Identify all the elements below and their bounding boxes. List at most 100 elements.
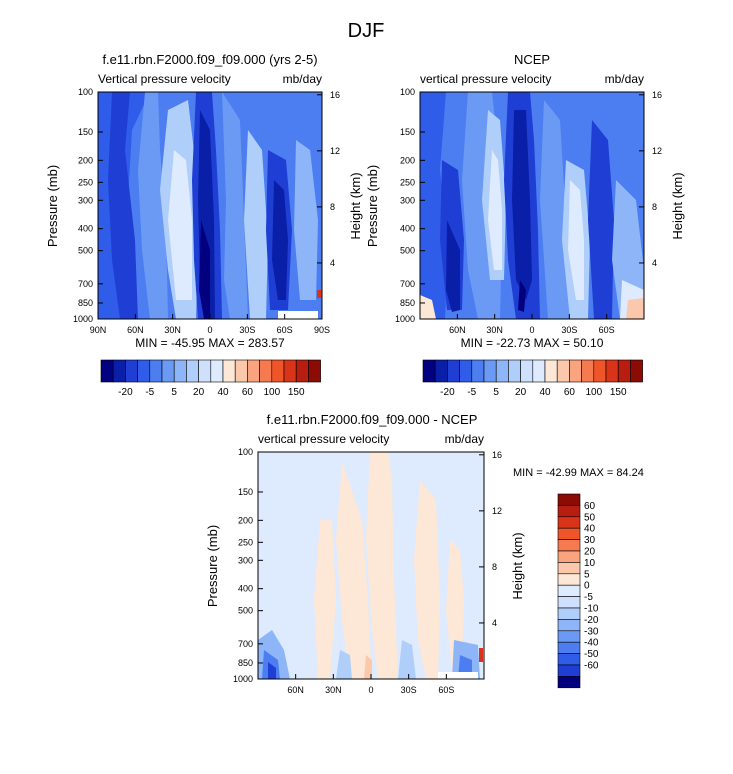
colorbar-swatch <box>605 359 619 383</box>
colorbar-swatch <box>556 359 570 383</box>
colorbar-swatch <box>198 359 212 383</box>
colorbar-swatch <box>557 562 581 575</box>
panel-ncep-ytick-label: 100 <box>400 87 415 97</box>
panel-diff-title: f.e11.rbn.F2000.f09_f09.000 - NCEP <box>267 412 478 427</box>
colorbar-swatch <box>471 359 485 383</box>
panel-model-xtick-label: 60S <box>277 325 293 335</box>
panel-diff-ytick-label: 100 <box>238 447 253 457</box>
colorbar-swatch <box>630 359 643 383</box>
panel-diff-xtick-label: 60S <box>438 685 454 695</box>
panel-diff-ytick-label: 850 <box>238 658 253 668</box>
panel-ncep-xtick-label: 60N <box>449 325 466 335</box>
colorbar-swatch <box>544 359 558 383</box>
colorbar-label: 60 <box>584 501 596 512</box>
panel-model-ytick-label: 100 <box>78 87 93 97</box>
colorbar-swatch <box>520 359 534 383</box>
panel-diff-ytick-right-label: 12 <box>492 506 502 516</box>
colorbar-swatch <box>557 676 581 689</box>
colorbar-swatch <box>295 359 309 383</box>
panel-ncep-xtick-label: 30S <box>561 325 577 335</box>
panel-model-title: f.e11.rbn.F2000.f09_f09.000 (yrs 2-5) <box>102 52 317 67</box>
panel-ncep-ytick-right-label: 8 <box>652 202 657 212</box>
colorbar-swatch <box>447 359 460 383</box>
panel-diff-ytick-label: 500 <box>238 606 253 616</box>
panel-diff-ytick-right-label: 8 <box>492 562 497 572</box>
panel-ncep-ytick-label: 300 <box>400 195 415 205</box>
panel-ncep-subtitle-right: mb/day <box>605 72 644 86</box>
panel-diff-ylabel-right: Height (km) <box>510 532 525 599</box>
panel-diff-ytick-label: 250 <box>238 537 253 547</box>
colorbar-swatch <box>557 664 581 677</box>
colorbar-swatch <box>557 516 581 529</box>
colorbar-swatch <box>308 359 321 383</box>
panel-ncep-ytick-label: 1000 <box>395 314 415 324</box>
colorbar-swatch <box>173 359 187 383</box>
panel-diff-stats: MIN = -42.99 MAX = 84.24 <box>513 467 644 479</box>
colorbar-label: 100 <box>585 387 602 398</box>
panel-ncep-ytick-label: 250 <box>400 177 415 187</box>
panel-model-plot <box>98 92 322 319</box>
panel-model-ytick-label: 1000 <box>73 314 93 324</box>
colorbar-swatch <box>137 359 151 383</box>
panel-diff-subtitle-left: vertical pressure velocity <box>258 432 389 446</box>
colorbar-swatch <box>557 630 581 643</box>
panel-model-colorbar: -20 -5 5 20 40 60 100 150 <box>100 359 321 398</box>
colorbar-swatch <box>283 359 297 383</box>
panel-model-xtick-label: 60N <box>127 325 144 335</box>
panel-diff-ytick-label: 400 <box>238 584 253 594</box>
colorbar-swatch <box>125 359 138 383</box>
panel-diff-subtitle-right: mb/day <box>445 432 484 446</box>
colorbar-swatch <box>495 359 509 383</box>
colorbar-swatch <box>557 619 581 632</box>
panel-ncep-subtitle-left: vertical pressure velocity <box>420 72 551 86</box>
panel-model-ylabel-right: Height (km) <box>348 172 363 239</box>
panel-ncep-ylabel-right: Height (km) <box>670 172 685 239</box>
panel-ncep-ytick-label: 700 <box>400 279 415 289</box>
panel-ncep-xtick-label: 30N <box>486 325 503 335</box>
colorbar-label: 30 <box>584 535 596 546</box>
colorbar-swatch <box>161 359 175 383</box>
panel-ncep: NCEP vertical pressure velocity mb/day 6… <box>365 52 685 398</box>
panel-model-xtick-label: 30N <box>164 325 181 335</box>
panel-ncep-ylabel: Pressure (mb) <box>365 165 380 247</box>
panel-diff-ylabel: Pressure (mb) <box>205 525 220 607</box>
panel-model-subtitle-left: Vertical pressure velocity <box>98 72 231 86</box>
colorbar-swatch <box>617 359 631 383</box>
colorbar-swatch <box>422 359 436 383</box>
colorbar-label: 10 <box>584 558 596 569</box>
colorbar-swatch <box>557 550 581 563</box>
colorbar-swatch <box>112 359 126 383</box>
colorbar-label: -5 <box>145 387 154 398</box>
panel-ncep-stats: MIN = -22.73 MAX = 50.10 <box>461 336 604 350</box>
colorbar-label: -5 <box>467 387 476 398</box>
colorbar-swatch <box>247 359 260 383</box>
panel-model-xtick-label: 0 <box>207 325 212 335</box>
colorbar-label: -10 <box>584 604 599 615</box>
colorbar-label: 5 <box>584 569 590 580</box>
panel-diff: f.e11.rbn.F2000.f09_f09.000 - NCEP verti… <box>205 412 644 695</box>
colorbar-label: 5 <box>493 387 499 398</box>
colorbar-label: 20 <box>193 387 205 398</box>
colorbar-label: -20 <box>118 387 133 398</box>
panel-ncep-ytick-right-label: 12 <box>652 146 662 156</box>
panel-diff-ytick-label: 200 <box>238 515 253 525</box>
panel-diff-ytick-label: 150 <box>238 487 253 497</box>
panel-diff-xtick-label: 0 <box>368 685 373 695</box>
panel-diff-ytick-label: 300 <box>238 555 253 565</box>
panel-model-ytick-label: 500 <box>78 246 93 256</box>
colorbar-swatch <box>557 493 581 506</box>
colorbar-swatch <box>271 359 285 383</box>
panel-ncep-xtick-label: 0 <box>529 325 534 335</box>
colorbar-label: 50 <box>584 512 596 523</box>
colorbar-swatch <box>557 527 581 540</box>
colorbar-label: -40 <box>584 638 599 649</box>
panel-diff-ytick-label: 1000 <box>233 674 253 684</box>
panel-model-ytick-label: 300 <box>78 195 93 205</box>
colorbar-swatch <box>557 596 581 609</box>
panel-ncep-ytick-label: 850 <box>400 298 415 308</box>
panel-ncep-xtick-label: 60S <box>599 325 615 335</box>
panel-diff-ytick-right-label: 16 <box>492 450 502 460</box>
colorbar-swatch <box>434 359 448 383</box>
